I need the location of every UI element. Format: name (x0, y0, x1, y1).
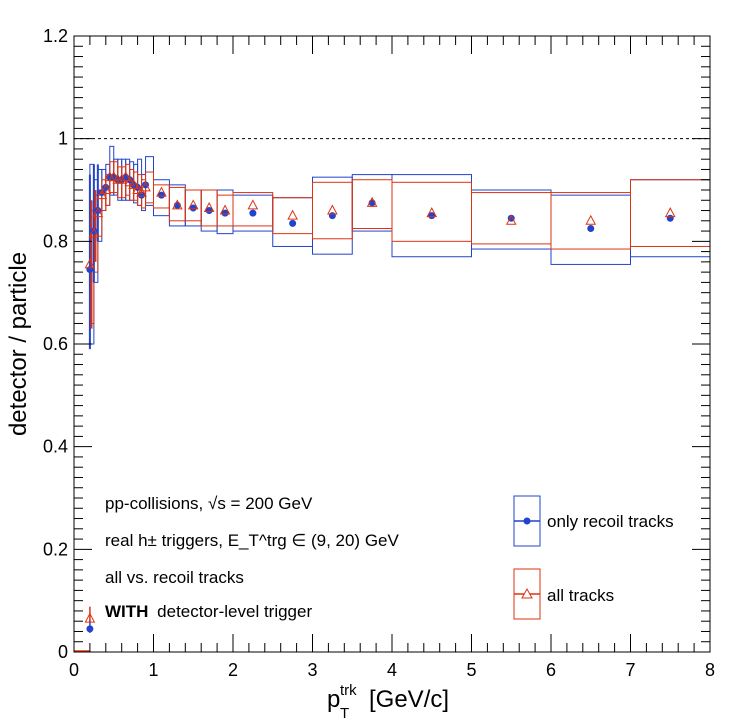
point-all (88, 227, 100, 238)
annotation-with-bold: WITH (105, 602, 148, 621)
point-all (426, 207, 438, 218)
point-all (327, 204, 338, 215)
point-all (287, 209, 298, 220)
annotation-trigger-rest: detector-level trigger (157, 602, 312, 621)
annotation-triggers: real h± triggers, E_T^trg ∈ (9, 20) GeV (105, 531, 399, 550)
point-all (116, 173, 128, 184)
point-all (156, 186, 167, 197)
annotation-tracks: all vs. recoil tracks (105, 568, 244, 587)
point-recoil (289, 219, 297, 227)
point-all (132, 183, 143, 194)
point-all (585, 214, 597, 225)
point-recoil (157, 191, 165, 199)
x-tick-label: 3 (307, 660, 317, 680)
annotation-trigger-level: WITH detector-level trigger (105, 602, 312, 621)
point-recoil (86, 625, 94, 633)
point-all (366, 196, 378, 207)
point-recoil (189, 204, 197, 212)
point-all (124, 176, 135, 187)
plot-area (74, 138, 711, 652)
x-tick-label: 1 (148, 660, 158, 680)
x-tick-label: 5 (466, 660, 476, 680)
point-all (247, 199, 259, 210)
point-recoil (587, 225, 595, 232)
point-all (136, 186, 147, 197)
x-tick-label: 2 (228, 660, 238, 680)
point-all (96, 189, 108, 200)
y-tick-label: 0.4 (43, 437, 68, 457)
point-all (505, 214, 517, 225)
point-all (92, 207, 104, 218)
y-axis-title: detector / particle (5, 252, 32, 436)
legend: only recoil tracks all tracks (513, 495, 674, 620)
legend-marker-all (521, 587, 533, 599)
x-axis-title-superscript: trk (340, 682, 357, 699)
x-axis-title: p trk T [GeV/c] (327, 682, 449, 722)
legend-marker-recoil (523, 517, 531, 525)
x-tick-label: 0 (69, 660, 79, 680)
x-axis-title-unit: [GeV/c] (369, 686, 449, 713)
legend-label-recoil: only recoil tracks (547, 512, 674, 531)
y-tick-label: 0.8 (43, 231, 68, 251)
point-recoil (328, 212, 336, 220)
point-all (128, 178, 139, 189)
y-tick-label: 1 (58, 129, 68, 149)
annotation-collisions: pp-collisions, √s = 200 GeV (105, 494, 313, 513)
x-tick-label: 6 (546, 660, 556, 680)
point-all (187, 199, 199, 210)
point-recoil (205, 207, 213, 215)
annotation-block: pp-collisions, √s = 200 GeV real h± trig… (105, 494, 399, 621)
point-all (84, 258, 96, 269)
point-recoil (428, 212, 436, 220)
x-tick-label: 8 (705, 660, 715, 680)
point-all (172, 199, 183, 210)
axis-ticks: 0 1 2 3 4 5 6 7 8 0 0.2 0.4 0.6 0.8 1 1.2 (43, 26, 715, 680)
x-axis-title-subscript: T (340, 705, 349, 722)
point-recoil (249, 209, 257, 217)
point-all (108, 171, 120, 182)
point-recoil (221, 209, 229, 217)
point-all (100, 183, 112, 194)
point-all (140, 181, 151, 192)
point-recoil (666, 214, 674, 222)
point-all (219, 204, 231, 215)
point-recoil (86, 266, 94, 274)
y-tick-label: 0.2 (43, 539, 68, 559)
point-all (120, 171, 132, 182)
point-all (664, 207, 676, 218)
legend-label-all: all tracks (547, 586, 614, 605)
x-axis-title-symbol: p (327, 686, 340, 713)
x-tick-label: 7 (625, 660, 635, 680)
y-tick-label: 0 (58, 642, 68, 662)
x-tick-label: 4 (387, 660, 397, 680)
point-all (203, 201, 215, 212)
y-tick-label: 1.2 (43, 26, 68, 46)
y-tick-label: 0.6 (43, 334, 68, 354)
point-all (84, 612, 96, 623)
